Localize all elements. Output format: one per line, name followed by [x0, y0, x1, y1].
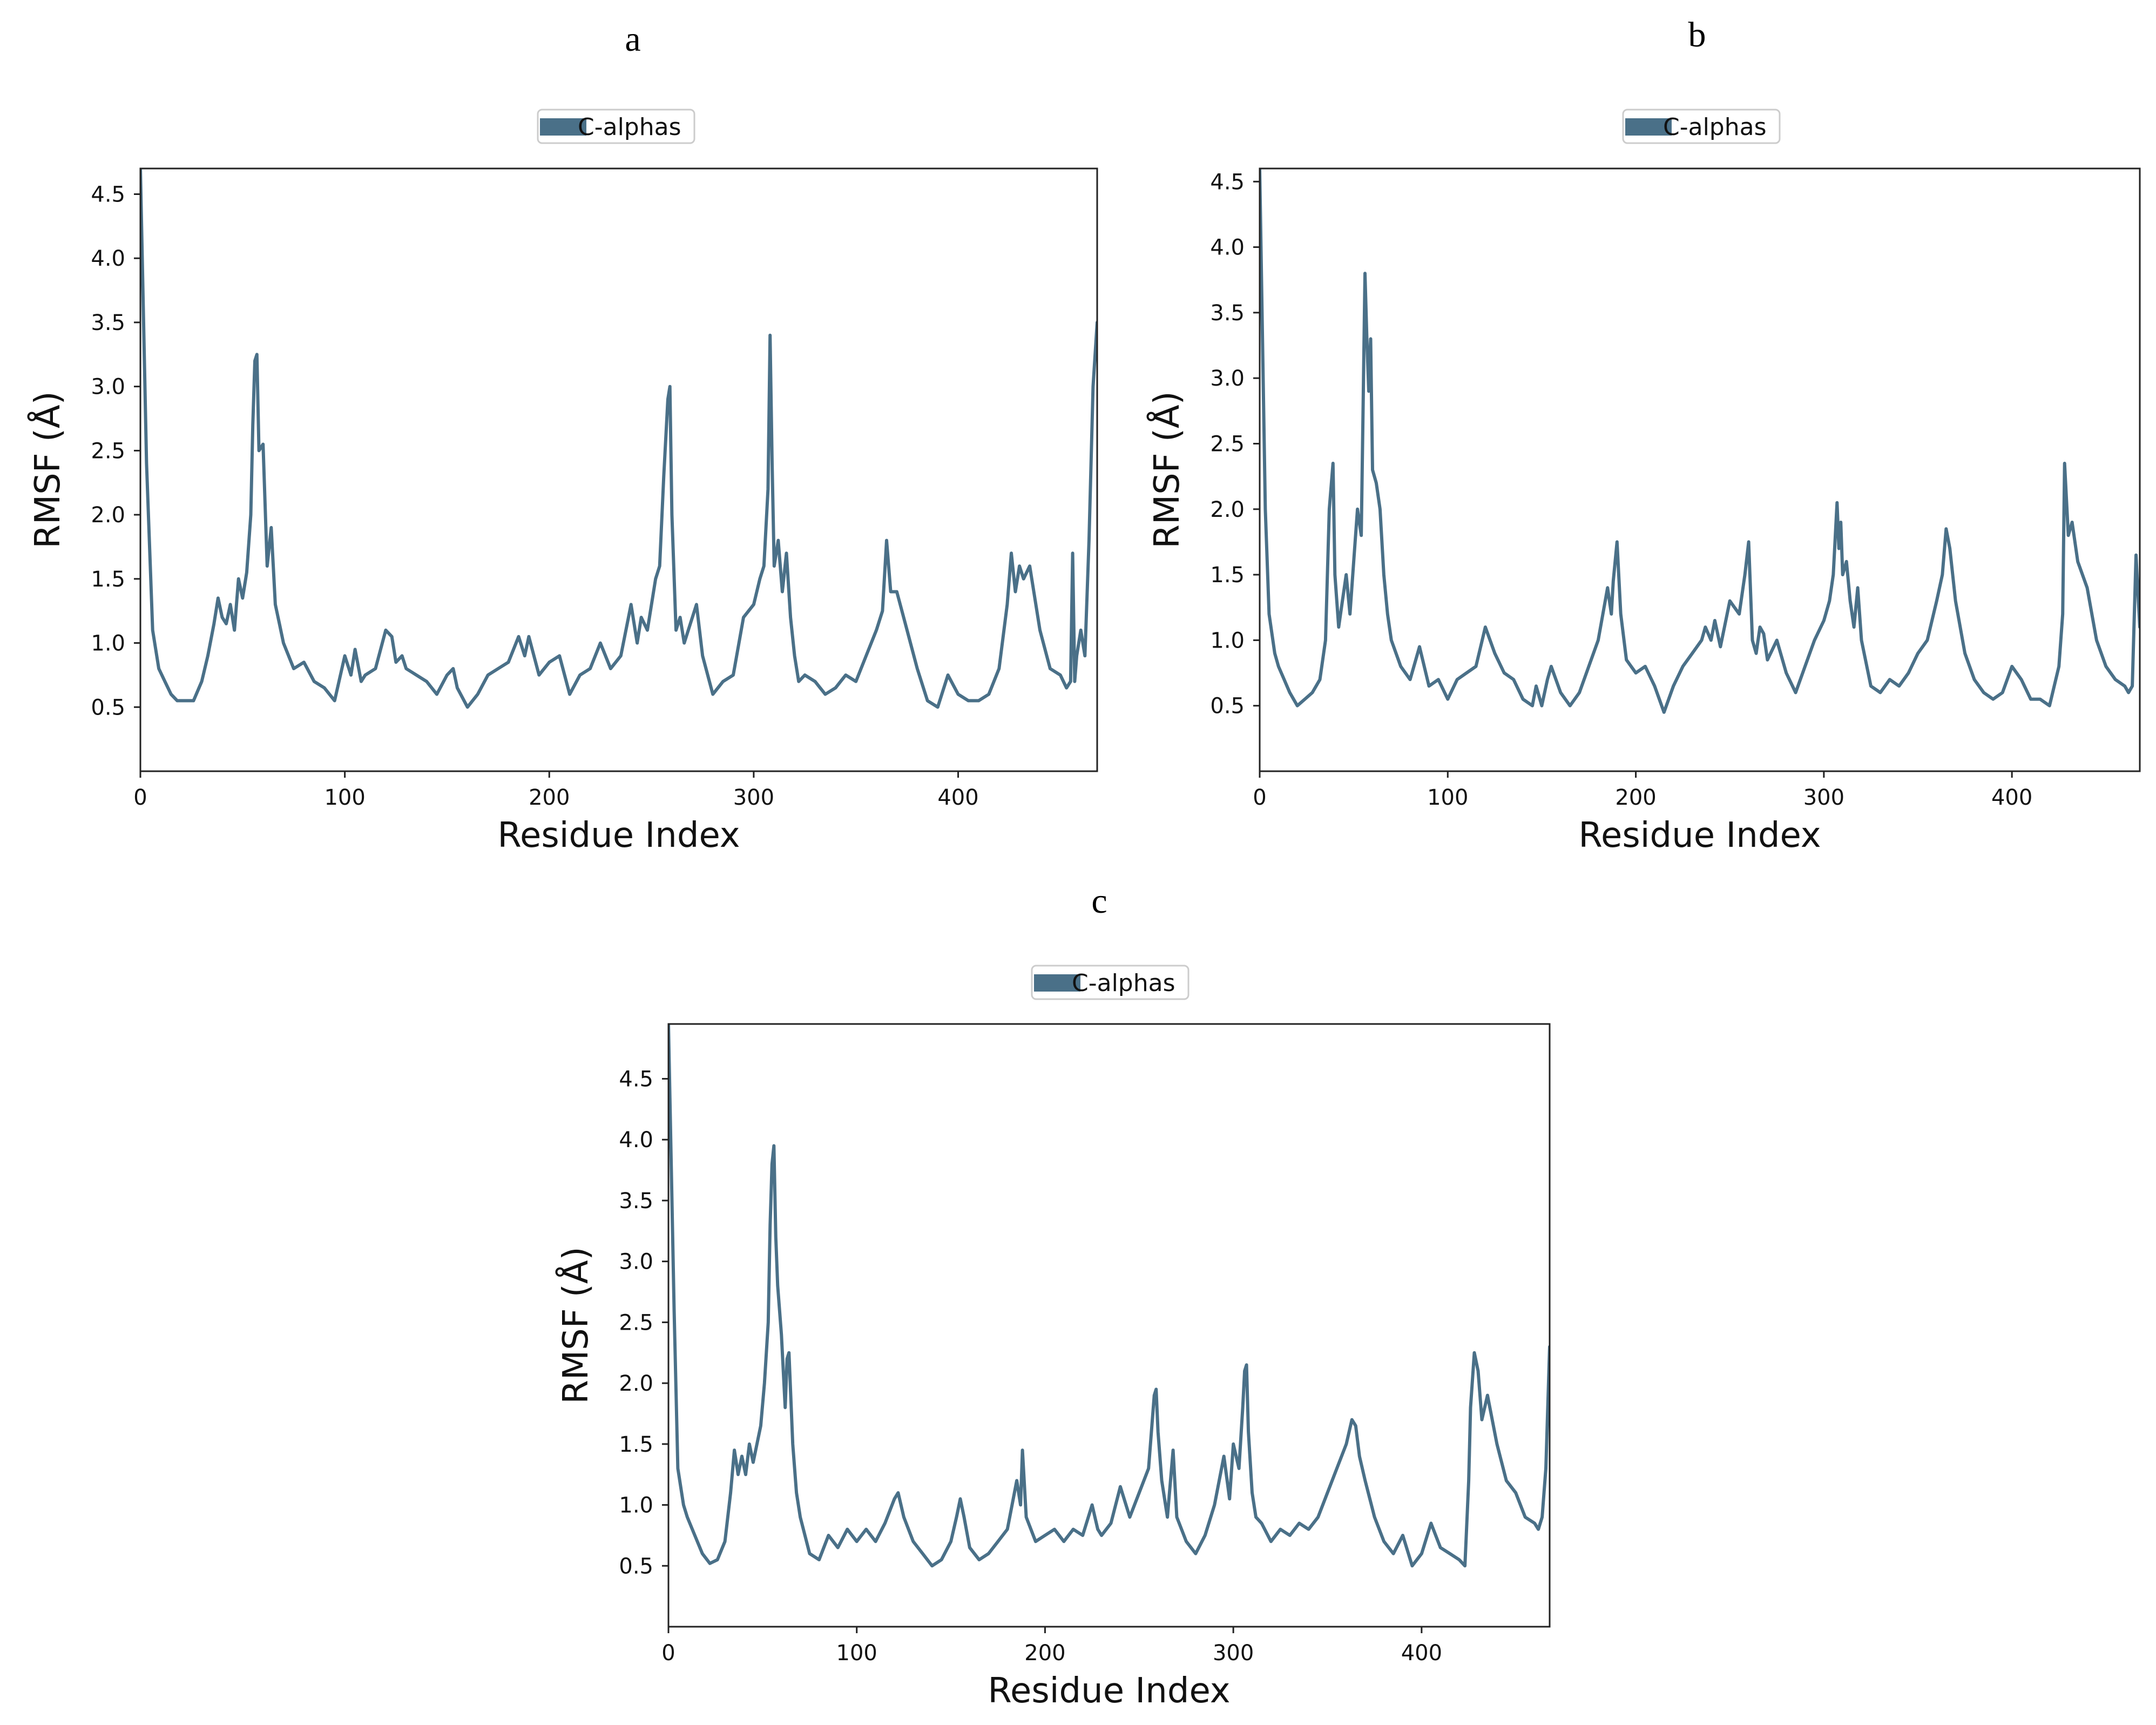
x-tick-label: 400 — [1991, 785, 2032, 810]
plot-frame — [139, 167, 1098, 772]
y-axis-title: RMSF (Å) — [555, 1246, 596, 1404]
y-tick-label: 4.5 — [1210, 170, 1245, 194]
y-tick-label: 2.5 — [1210, 432, 1245, 456]
y-tick-label: 2.0 — [619, 1371, 653, 1396]
x-tick-label: 0 — [133, 785, 147, 810]
legend-label: C-alphas — [578, 113, 681, 141]
x-tick-label: 0 — [661, 1641, 675, 1666]
legend-swatch — [1625, 118, 1672, 136]
chart-panel-b: 0.5 1.0 1.5 2.0 2.5 3.0 3.5 4.0 4.5 0 100 200 300 400… — [1146, 109, 2141, 855]
legend: C-alphas — [1622, 109, 1781, 144]
legend: C-alphas — [1031, 965, 1189, 1000]
y-tick-label: 3.5 — [619, 1189, 653, 1214]
panel-label-b: b — [1688, 15, 1706, 55]
chart-panel-c: 0.5 1.0 1.5 2.0 2.5 3.0 3.5 4.0 4.5 0 100 200 300 400… — [555, 965, 1551, 1711]
x-axis-title: Residue Index — [988, 1671, 1230, 1711]
y-tick-label: 4.0 — [619, 1128, 653, 1153]
y-tick-label: 0.5 — [619, 1554, 653, 1579]
y-tick-label: 3.5 — [1210, 301, 1245, 326]
legend: C-alphas — [537, 109, 695, 144]
y-tick-label: 4.5 — [91, 182, 125, 207]
y-tick-label: 2.5 — [91, 439, 125, 463]
plot-frame — [667, 1023, 1551, 1628]
x-tick-label: 300 — [1213, 1641, 1254, 1666]
y-tick-label: 3.0 — [1210, 366, 1245, 391]
legend-swatch — [1034, 974, 1080, 992]
x-tick-label: 200 — [1615, 785, 1656, 810]
y-tick-label: 1.5 — [91, 567, 125, 592]
panel-label-a: a — [625, 19, 640, 59]
chart-panel-a: 0.5 1.0 1.5 2.0 2.5 3.0 3.5 4.0 4.5 0 100 200 300 400… — [27, 109, 1098, 855]
series-line-c-alphas — [668, 1024, 1550, 1568]
x-tick-label: 300 — [1803, 785, 1844, 810]
y-tick-label: 3.0 — [619, 1250, 653, 1275]
plot-frame — [1259, 167, 2141, 772]
y-tick-label: 4.5 — [619, 1067, 653, 1091]
x-tick-label: 100 — [1427, 785, 1468, 810]
x-tick-label: 100 — [324, 785, 365, 810]
y-tick-label: 1.0 — [91, 631, 125, 656]
y-axis-title: RMSF (Å) — [1146, 391, 1187, 548]
y-tick-label: 3.5 — [91, 311, 125, 335]
y-tick-label: 2.5 — [619, 1310, 653, 1335]
x-tick-label: 400 — [937, 785, 978, 810]
y-tick-label: 0.5 — [1210, 694, 1245, 719]
x-axis-title: Residue Index — [1578, 816, 1821, 855]
y-axis-title: RMSF (Å) — [27, 391, 68, 548]
y-tick-label: 2.0 — [91, 503, 125, 528]
x-tick-label: 200 — [529, 785, 570, 810]
y-tick-label: 0.5 — [91, 695, 125, 720]
panel-label-c: c — [1091, 881, 1107, 921]
x-tick-label: 0 — [1253, 785, 1266, 810]
x-tick-label: 100 — [836, 1641, 877, 1666]
y-tick-label: 1.0 — [619, 1493, 653, 1518]
series-line-c-alphas — [1260, 169, 2140, 714]
y-tick-label: 3.0 — [91, 375, 125, 400]
y-tick-label: 2.0 — [1210, 497, 1245, 522]
x-axis-title: Residue Index — [497, 816, 740, 855]
legend-label: C-alphas — [1663, 113, 1767, 141]
legend-label: C-alphas — [1072, 969, 1175, 997]
x-tick-label: 400 — [1401, 1641, 1442, 1666]
y-tick-label: 1.5 — [1210, 563, 1245, 588]
y-tick-label: 4.0 — [91, 246, 125, 271]
x-tick-label: 300 — [733, 785, 774, 810]
legend-swatch — [540, 118, 586, 136]
x-tick-label: 200 — [1024, 1641, 1065, 1666]
y-tick-label: 4.0 — [1210, 235, 1245, 260]
y-tick-label: 1.0 — [1210, 628, 1245, 653]
chart-panels: 0.5 1.0 1.5 2.0 2.5 3.0 3.5 4.0 4.5 0 100 200 300 400… — [27, 109, 2141, 1711]
y-tick-label: 1.5 — [619, 1432, 653, 1457]
series-line-c-alphas — [140, 169, 1097, 709]
